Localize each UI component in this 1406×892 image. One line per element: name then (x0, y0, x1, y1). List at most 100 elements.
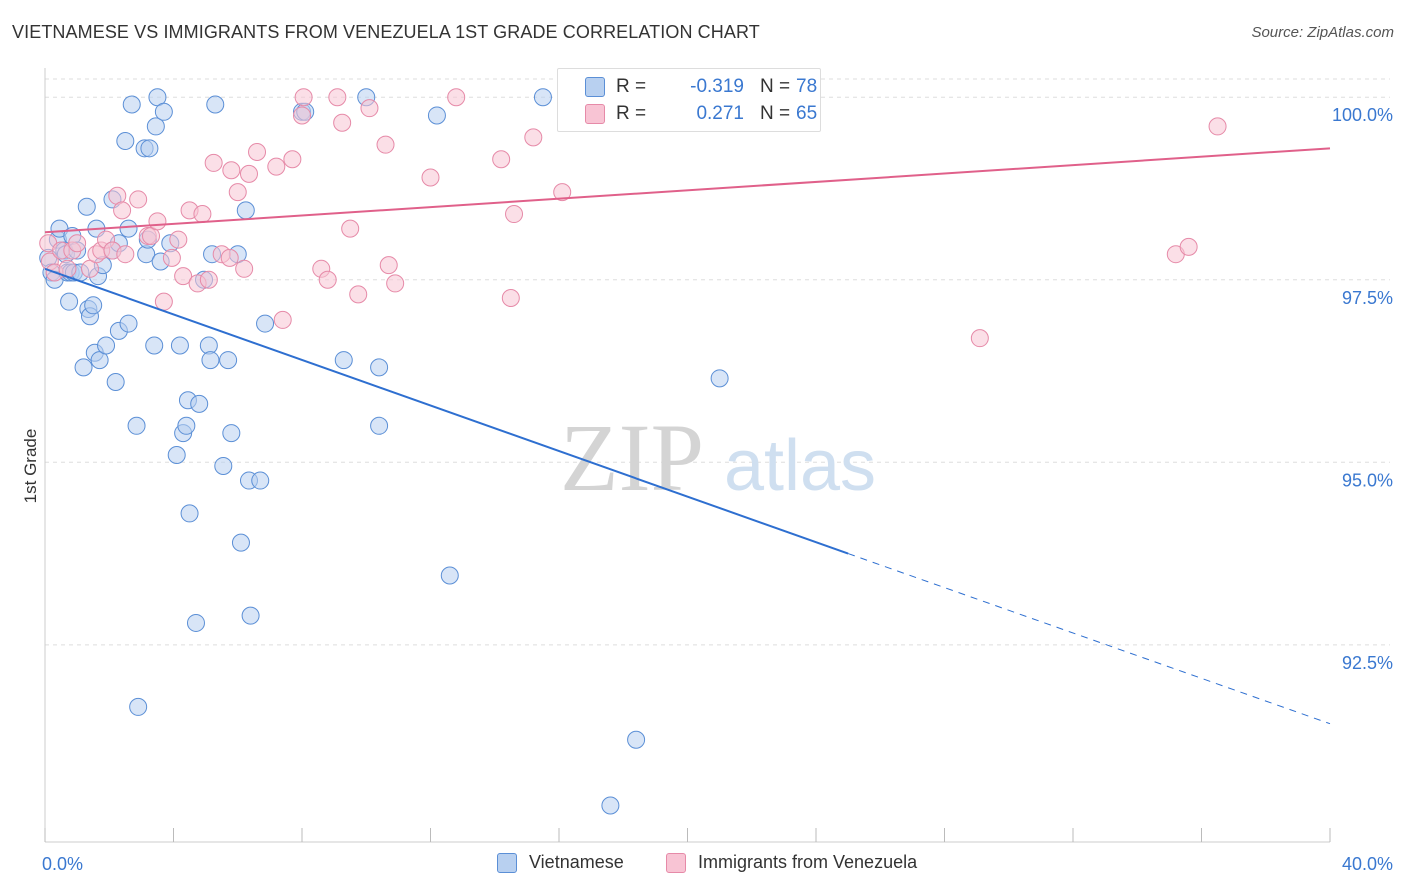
vietnamese-point (214, 456, 233, 475)
y-tick-label: 97.5% (1342, 288, 1393, 308)
vietnamese-point (186, 613, 205, 632)
grid-layer (45, 78, 1390, 646)
venezuela-point (235, 259, 254, 278)
venezuela-point (333, 113, 352, 132)
legend-r-label: R = (616, 76, 647, 97)
legend-swatch-pink (585, 104, 605, 124)
vietnamese-point (60, 292, 79, 311)
venezuela-point (318, 270, 337, 289)
vietnamese-point (77, 197, 96, 216)
venezuela-point (341, 219, 360, 238)
venezuela-point (524, 128, 543, 147)
vietnamese-point (427, 106, 446, 125)
watermark: ZIP atlas (560, 404, 876, 511)
vietnamese-point (106, 372, 125, 391)
venezuela-point (162, 248, 181, 267)
vietnamese-point (251, 471, 270, 490)
venezuela-point (193, 205, 212, 224)
vietnamese-point (97, 336, 116, 355)
series-legend: Vietnamese Immigrants from Venezuela (0, 852, 1406, 876)
venezuela-point (222, 161, 241, 180)
legend-n-value: 65 (796, 103, 818, 124)
venezuela-point (199, 270, 218, 289)
legend-swatch-blue (585, 77, 605, 97)
vietnamese-point (170, 336, 189, 355)
venezuela-point (239, 164, 258, 183)
vietnamese-point (119, 219, 138, 238)
trend-layer (44, 147, 1331, 725)
venezuela-point (386, 274, 405, 293)
vietnamese-point (129, 697, 148, 716)
venezuela-point (148, 212, 167, 231)
vietnamese-point (533, 88, 552, 107)
venezuela-point (273, 310, 292, 329)
venezuela-point (248, 142, 267, 161)
vietnamese-point (146, 117, 165, 136)
legend-n-value: 78 (796, 76, 818, 97)
tick-label-layer: 100.0% 97.5% 95.0% 92.5% 0.0% 40.0% (42, 105, 1393, 874)
axis-layer (44, 68, 1331, 843)
legend-r-value: -0.319 (690, 76, 744, 97)
legend-n-label: N = (760, 103, 791, 124)
vietnamese-point (231, 533, 250, 552)
watermark-atlas: atlas (724, 426, 876, 506)
venezuela-point (376, 135, 395, 154)
venezuela-point (553, 183, 572, 202)
venezuela-point (228, 183, 247, 202)
vietnamese-point (440, 566, 459, 585)
legend-n-label: N = (760, 76, 791, 97)
venezuela-point (154, 292, 173, 311)
vietnamese-point (370, 358, 389, 377)
venezuela-point (116, 245, 135, 264)
source-label: Source: ZipAtlas.com (1251, 24, 1394, 41)
y-tick-label: 100.0% (1332, 105, 1393, 125)
venezuela-point (174, 267, 193, 286)
venezuela-point (447, 88, 466, 107)
vietnamese-point (127, 416, 146, 435)
venezuela-point (1179, 237, 1198, 256)
venezuela-point (349, 285, 368, 304)
vietnamese-point (140, 139, 159, 158)
vietnamese-point (84, 296, 103, 315)
vietnamese-point (219, 351, 238, 370)
stats-legend: R = -0.319 N = 78 R = 0.271 N = 65 (557, 68, 821, 132)
vietnamese-point (241, 606, 260, 625)
y-axis-label: 1st Grade (21, 429, 40, 504)
vietnamese-point (116, 132, 135, 151)
vietnamese-point (710, 369, 729, 388)
vietnamese-point (236, 201, 255, 220)
vietnamese-point (206, 95, 225, 114)
vietnamese-point (154, 102, 173, 121)
vietnamese-point (145, 336, 164, 355)
venezuela-point (267, 157, 286, 176)
venezuela-point (501, 289, 520, 308)
series-legend-vietnamese: Vietnamese (497, 852, 624, 873)
venezuela-point (68, 234, 87, 253)
venezuela-point (113, 201, 132, 220)
y-tick-label: 92.5% (1342, 653, 1393, 673)
venezuela-point (379, 256, 398, 275)
vietnamese-point (190, 394, 209, 413)
venezuela-point (220, 248, 239, 267)
x-tick-label-left: 0.0% (42, 854, 83, 874)
chart-title: VIETNAMESE VS IMMIGRANTS FROM VENEZUELA … (12, 22, 760, 42)
series-label: Vietnamese (529, 852, 624, 872)
vietnamese-point (222, 424, 241, 443)
venezuela-point (294, 88, 313, 107)
vietnamese-trend-extension (847, 553, 1331, 725)
y-tick-label: 95.0% (1342, 470, 1393, 490)
legend-r-label: R = (616, 103, 647, 124)
venezuela-point (421, 168, 440, 187)
venezuela-point (204, 153, 223, 172)
venezuela-trend-line (44, 147, 1331, 234)
vietnamese-point (201, 351, 220, 370)
vietnamese-point (256, 314, 275, 333)
vietnamese-point (370, 416, 389, 435)
venezuela-point (970, 329, 989, 348)
venezuela-point (169, 230, 188, 249)
x-tick-label-right: 40.0% (1342, 854, 1393, 874)
series-legend-venezuela: Immigrants from Venezuela (666, 852, 917, 873)
vietnamese-trend-line (44, 267, 849, 555)
vietnamese-point (122, 95, 141, 114)
venezuela-point (293, 106, 311, 125)
